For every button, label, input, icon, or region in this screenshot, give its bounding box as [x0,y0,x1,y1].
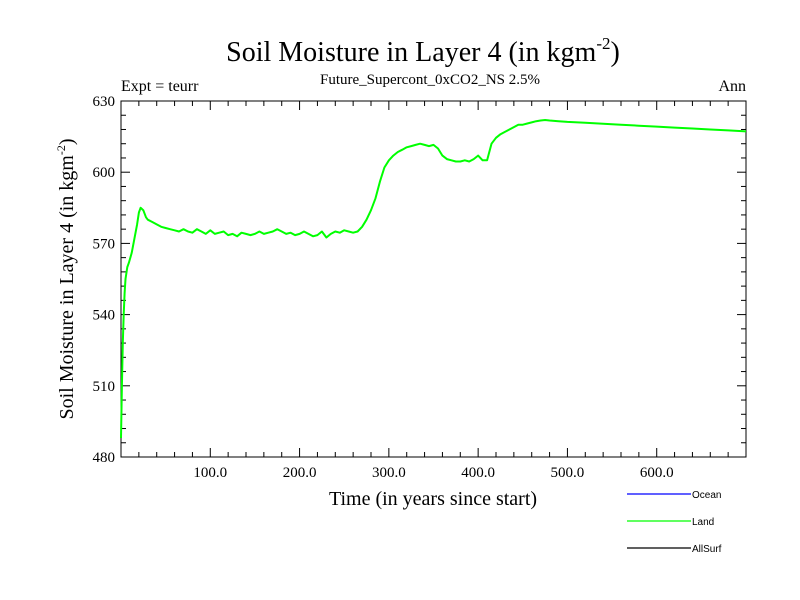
y-tick-label: 570 [93,236,116,252]
legend-label: Ocean [692,490,721,501]
plot-area [120,100,747,458]
x-tick-label: 100.0 [193,465,227,481]
series-line-land [120,119,747,439]
y-axis-label-superscript: -2 [54,145,68,155]
series-layer [120,119,747,439]
chart-title-close: ) [611,37,620,68]
legend-label: AllSurf [692,544,722,555]
x-axis-label: Time (in years since start) [329,488,537,510]
x-axis: 100.0 200.0 300.0 400.0 500.0 600.0 [138,101,729,481]
chart-title-main: Soil Moisture in Layer 4 (in kgm [226,37,596,68]
experiment-label: Expt = teurr [121,78,199,95]
y-axis-label-close: ) [56,138,78,145]
y-axis-label: Soil Moisture in Layer 4 (in kgm-2) [54,138,78,419]
y-axis-label-main: Soil Moisture in Layer 4 (in kgm [56,155,78,420]
season-label: Ann [718,78,746,95]
legend-item-allsurf: AllSurf [627,544,722,555]
x-tick-label: 600.0 [640,465,674,481]
chart-title: Soil Moisture in Layer 4 (in kgm-2) [226,34,620,68]
legend: Ocean Land AllSurf [627,490,722,555]
x-tick-label: 200.0 [283,465,317,481]
x-tick-label: 400.0 [461,465,495,481]
y-tick-label: 540 [93,308,116,324]
y-tick-label: 480 [93,450,116,466]
y-tick-label: 510 [93,379,116,395]
y-tick-label: 630 [93,94,116,110]
legend-item-land: Land [627,517,714,528]
legend-item-ocean: Ocean [627,490,721,501]
chart-subtitle: Future_Supercont_0xCO2_NS 2.5% [320,72,540,88]
legend-label: Land [692,517,714,528]
x-tick-label: 500.0 [551,465,585,481]
chart-title-superscript: -2 [596,34,610,53]
y-axis: 480 510 540 570 600 630 [93,94,746,466]
x-tick-label: 300.0 [372,465,406,481]
y-tick-label: 600 [93,165,116,181]
